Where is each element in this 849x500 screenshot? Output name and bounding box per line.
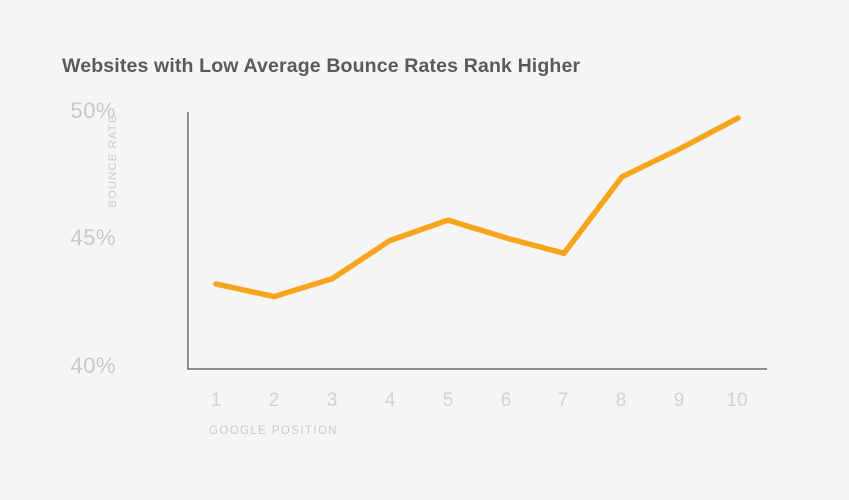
y-axis-tick-labels: 50% 45% 40%: [44, 0, 116, 500]
y-axis-line: [187, 112, 190, 369]
x-tick-label: 8: [615, 390, 627, 411]
x-tick-label: 5: [442, 390, 454, 411]
bounce-rate-line: [213, 115, 741, 300]
x-axis-line: [187, 368, 767, 371]
y-tick-label: 40%: [70, 353, 116, 378]
x-tick-label: 1: [210, 390, 222, 411]
x-tick-label: 9: [673, 390, 685, 411]
x-tick-label: 4: [384, 390, 396, 411]
x-tick-label: 3: [326, 390, 338, 411]
x-tick-label: 7: [557, 390, 569, 411]
y-tick-label: 50%: [70, 98, 116, 123]
x-tick-label: 6: [500, 390, 512, 411]
x-tick-label: 2: [268, 390, 280, 411]
y-tick-label: 45%: [70, 225, 116, 250]
x-tick-label: 10: [726, 390, 748, 411]
chart-title: Websites with Low Average Bounce Rates R…: [62, 55, 581, 77]
x-axis-title: GOOGLE POSITION: [209, 425, 338, 437]
